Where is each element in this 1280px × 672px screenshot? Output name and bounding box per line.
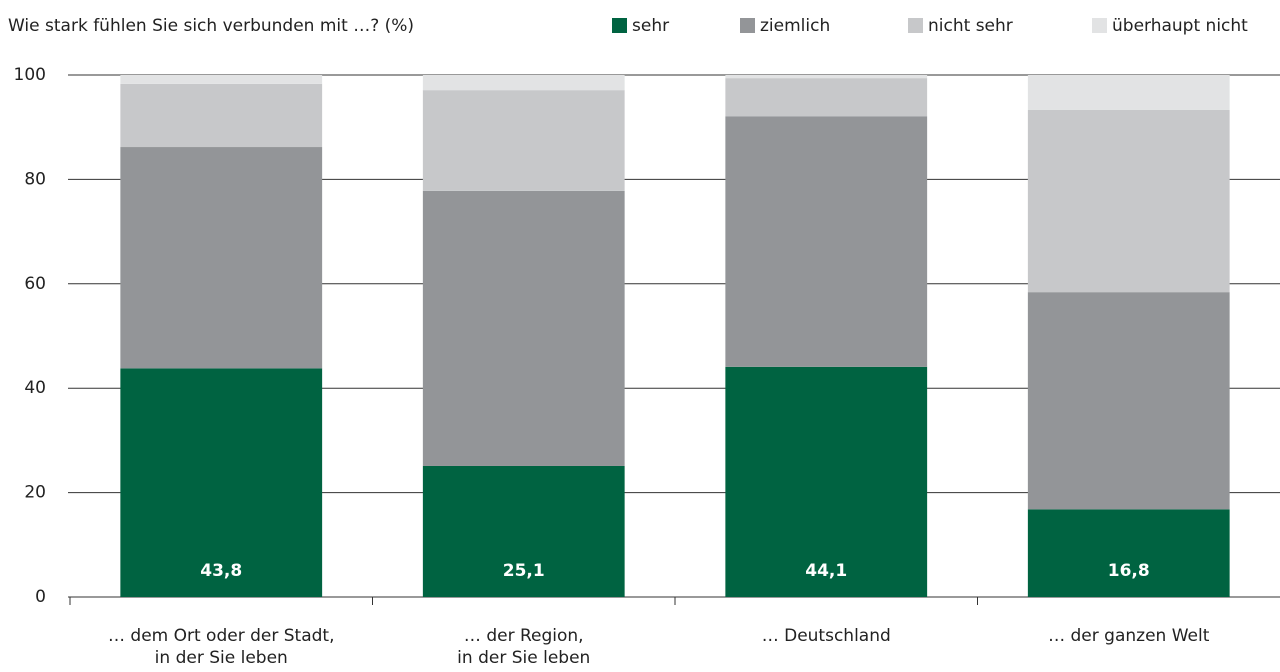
bar-segment	[725, 75, 928, 79]
bar-segment	[1027, 509, 1230, 597]
x-tick-label: … der Region, in der Sie leben	[457, 626, 590, 668]
bar-segment	[422, 90, 625, 191]
y-tick-label: 80	[24, 169, 46, 189]
bar-segment	[1027, 292, 1230, 510]
bar-segment	[422, 190, 625, 466]
data-label: 25,1	[503, 561, 545, 581]
legend-label: überhaupt nicht	[1112, 16, 1248, 36]
bar-segment	[725, 366, 928, 597]
bar-segment	[422, 465, 625, 597]
data-label: 44,1	[805, 561, 847, 581]
legend-label: nicht sehr	[928, 16, 1013, 36]
bar-segment	[1027, 75, 1230, 110]
y-tick-label: 60	[24, 274, 46, 294]
y-tick-label: 40	[24, 378, 46, 398]
data-label: 43,8	[200, 561, 242, 581]
x-tick-label: … dem Ort oder der Stadt, in der Sie lebe…	[108, 626, 334, 668]
bar-segment	[120, 83, 323, 148]
bar-segment	[1027, 109, 1230, 293]
data-label: 16,8	[1108, 561, 1150, 581]
bar-segment	[120, 368, 323, 597]
chart-title: Wie stark fühlen Sie sich verbunden mit …	[8, 16, 414, 36]
legend-label: sehr	[632, 16, 669, 36]
legend-swatch	[612, 18, 627, 33]
x-tick-label: … der ganzen Welt	[1048, 626, 1210, 646]
y-tick-label: 0	[35, 587, 46, 607]
bar-segment	[725, 116, 928, 367]
x-tick-label: … Deutschland	[762, 626, 891, 646]
legend-swatch	[740, 18, 755, 33]
legend-swatch	[908, 18, 923, 33]
legend-swatch	[1092, 18, 1107, 33]
bar-segment	[120, 75, 323, 84]
legend-label: ziemlich	[760, 16, 830, 36]
y-tick-label: 100	[14, 65, 46, 85]
bar-segment	[120, 147, 323, 369]
y-tick-label: 20	[24, 483, 46, 503]
bar-segment	[422, 75, 625, 91]
bar-segment	[725, 78, 928, 117]
